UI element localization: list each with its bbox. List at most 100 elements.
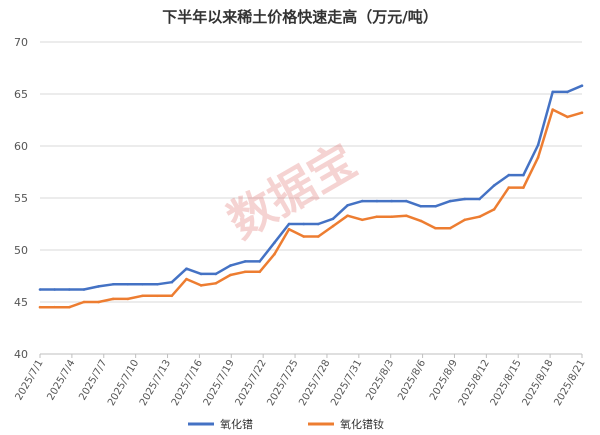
y-tick-label: 45	[14, 296, 28, 309]
data-point	[126, 297, 130, 301]
data-point	[111, 283, 115, 286]
x-tick-label: 2025/8/15	[489, 358, 524, 408]
x-tick-label: 2025/7/13	[138, 358, 173, 408]
data-point	[287, 222, 291, 226]
data-point	[38, 288, 42, 291]
data-point	[463, 218, 467, 222]
series-lines	[38, 84, 584, 309]
x-axis: 2025/7/1 2025/7/4 2025/7/72025/7/102025/7/…	[14, 354, 588, 408]
x-tick-label: 2025/8/21	[552, 358, 587, 408]
x-tick-label: 2025/7/19	[202, 358, 237, 408]
y-tick-label: 55	[14, 192, 28, 205]
data-point	[170, 280, 174, 284]
data-point	[390, 199, 393, 203]
data-point	[507, 186, 511, 189]
x-tick-label: 2025/7/16	[170, 358, 205, 408]
x-tick-label: 2025/8/12	[457, 358, 492, 408]
data-point	[522, 173, 525, 177]
data-point	[346, 214, 349, 217]
data-point	[229, 264, 232, 267]
data-point	[492, 208, 496, 211]
data-point	[522, 186, 525, 189]
x-tick-label: 2025/8/18	[521, 358, 556, 408]
gridlines	[40, 41, 582, 355]
data-point	[448, 199, 452, 203]
data-point	[536, 156, 540, 159]
x-tick-label: 2025/7/7	[77, 358, 109, 402]
data-point	[551, 108, 554, 111]
series-line-1	[40, 84, 583, 291]
legend: 氧化镨 氧化镨钕	[188, 417, 384, 431]
data-point	[243, 270, 247, 274]
legend-label: 氧化镨	[220, 417, 253, 431]
data-point	[419, 219, 423, 223]
x-tick-label: 2025/7/28	[297, 358, 332, 408]
data-point	[97, 300, 100, 304]
data-point	[214, 272, 218, 276]
legend-label: 氧化镨钕	[340, 417, 384, 431]
data-point	[273, 241, 276, 244]
x-tick-label: 2025/8/3	[364, 358, 396, 402]
data-point	[302, 222, 306, 226]
data-point	[126, 283, 130, 286]
data-point	[53, 305, 56, 309]
data-point	[273, 252, 276, 256]
x-tick-label: 2025/7/10	[106, 358, 141, 408]
data-point	[317, 235, 320, 238]
y-tick-label: 65	[14, 88, 28, 101]
y-tick-label: 50	[14, 244, 28, 257]
x-tick-label: 2025/7/22	[234, 358, 269, 408]
data-point	[566, 115, 569, 119]
data-point	[141, 283, 144, 286]
data-point	[478, 215, 481, 218]
data-point	[448, 226, 452, 230]
data-point	[97, 285, 100, 288]
x-tick-label: 2025/7/1	[14, 358, 46, 402]
y-axis: 40 45 50 55 60 65 70	[14, 36, 28, 361]
data-point	[317, 222, 320, 226]
data-point	[566, 90, 569, 94]
data-point	[214, 282, 218, 285]
data-point	[346, 204, 349, 207]
data-point	[375, 199, 379, 203]
data-point	[580, 84, 584, 87]
data-point	[68, 288, 71, 291]
data-point	[361, 199, 364, 203]
data-point	[170, 294, 174, 298]
y-tick-label: 70	[14, 36, 28, 49]
data-point	[302, 235, 306, 238]
data-point	[331, 224, 335, 228]
x-tick-label: 2025/7/4	[45, 358, 77, 402]
data-point	[478, 197, 481, 201]
x-tick-label: 2025/8/6	[396, 358, 428, 402]
data-point	[331, 217, 335, 221]
data-point	[375, 215, 379, 218]
data-point	[390, 215, 393, 218]
data-point	[551, 90, 554, 94]
data-point	[68, 305, 71, 309]
data-point	[404, 199, 408, 203]
data-point	[492, 184, 496, 187]
data-point	[199, 284, 203, 287]
data-point	[155, 283, 159, 286]
data-point	[155, 294, 159, 298]
chart-title: 下半年以来稀土价格快速走高（万元/吨）	[162, 8, 437, 26]
series-line-2	[40, 108, 583, 309]
data-point	[434, 226, 437, 230]
y-tick-label: 40	[14, 348, 28, 361]
data-point	[82, 300, 86, 304]
data-point	[38, 305, 42, 309]
data-point	[287, 227, 291, 231]
y-tick-label: 60	[14, 140, 28, 153]
x-tick-label: 2025/8/9	[428, 358, 460, 402]
data-point	[404, 214, 408, 217]
data-point	[141, 294, 144, 298]
data-point	[229, 273, 232, 277]
data-point	[361, 218, 364, 222]
x-tick-label: 2025/7/31	[329, 358, 364, 408]
data-point	[536, 143, 540, 147]
data-point	[111, 297, 115, 301]
data-point	[419, 205, 423, 208]
